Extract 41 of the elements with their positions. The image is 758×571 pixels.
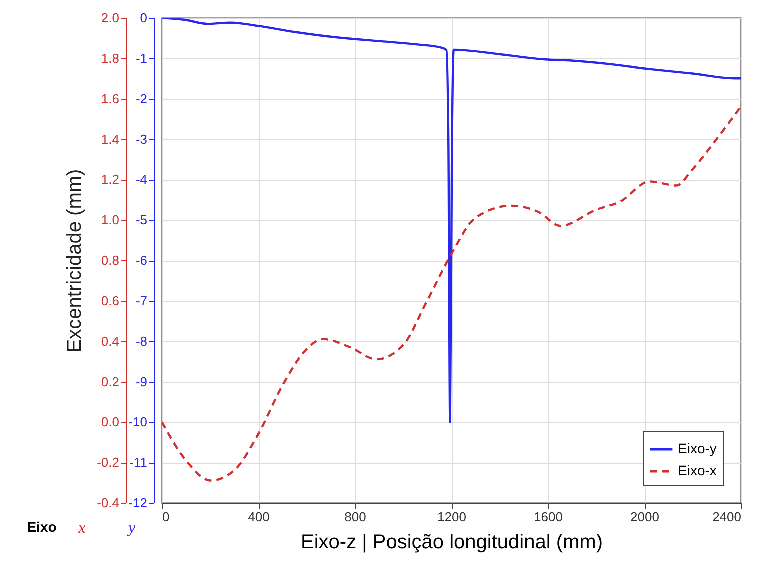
y-tick-label: -0.4 xyxy=(97,496,120,510)
text: x xyxy=(77,520,86,537)
y2-tick-label: -12 xyxy=(128,496,148,510)
legend-label: Eixo-x xyxy=(678,462,717,478)
x-axis-title: Eixo-z | Posição longitudinal (mm) xyxy=(301,532,603,554)
x-tick-label: 400 xyxy=(248,510,270,524)
x-tick-label: 2400 xyxy=(712,510,742,524)
text: y xyxy=(126,520,136,537)
y-tick-label: -0.2 xyxy=(97,455,120,470)
y2-tick-label: -2 xyxy=(136,91,148,106)
y2-tick-label: 0 xyxy=(140,10,148,26)
y-tick-label: 2.0 xyxy=(101,10,120,26)
y-tick-label: 0.2 xyxy=(101,374,120,390)
legend-label: Eixo-y xyxy=(678,440,717,456)
text: Eixo xyxy=(27,519,57,535)
y-tick-label: 0.8 xyxy=(101,253,120,268)
y-tick-label: 0.4 xyxy=(101,334,120,349)
y-axis-title: Excentricidade (mm) xyxy=(64,169,86,353)
x-tick-label: 800 xyxy=(344,510,366,524)
y2-tick-label: -5 xyxy=(136,212,148,228)
x-tick-label: 1200 xyxy=(438,510,466,524)
y2-tick-label: -7 xyxy=(136,293,148,308)
y2-tick-label: -10 xyxy=(128,414,148,430)
x-tick-label: 2000 xyxy=(630,510,660,524)
y-tick-label: 1.4 xyxy=(101,132,120,147)
y-tick-label: 0.6 xyxy=(101,293,120,308)
y2-tick-label: -6 xyxy=(136,253,148,268)
y2-tick-label: -4 xyxy=(136,172,148,188)
y2-tick-label: -3 xyxy=(136,132,148,147)
y-tick-label: 1.6 xyxy=(101,91,120,106)
x-tick-label: 0 xyxy=(162,510,170,524)
y-tick-label: 1.8 xyxy=(101,50,120,66)
y2-tick-label: -8 xyxy=(136,334,148,349)
y2-tick-label: -11 xyxy=(130,455,148,470)
y-tick-label: 0.0 xyxy=(101,414,120,430)
y2-tick-label: -9 xyxy=(136,374,148,390)
y-tick-label: 1.2 xyxy=(101,172,120,188)
line-series xyxy=(162,106,741,482)
x-tick-label: 1600 xyxy=(534,510,563,524)
y-tick-label: 1.0 xyxy=(101,212,120,228)
y2-tick-label: -1 xyxy=(136,50,148,66)
